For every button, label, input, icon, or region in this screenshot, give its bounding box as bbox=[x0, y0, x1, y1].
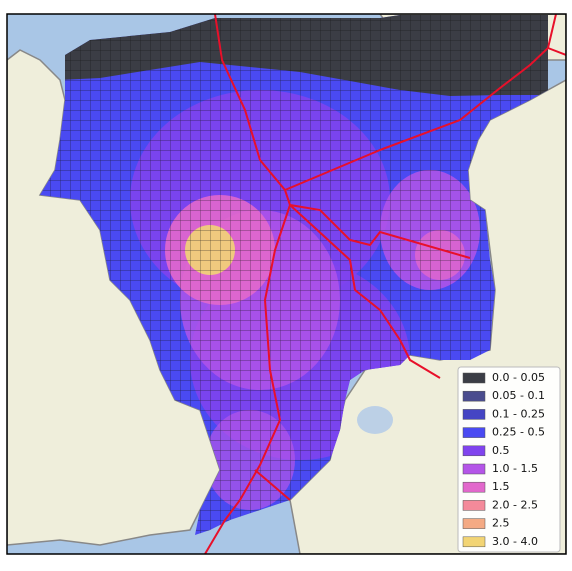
lake bbox=[357, 406, 393, 434]
legend-label: 0.5 bbox=[492, 444, 510, 457]
legend-label: 2.0 - 2.5 bbox=[492, 498, 538, 511]
frame bbox=[6, 13, 567, 555]
legend-swatch bbox=[462, 536, 486, 548]
legend-label: 1.5 bbox=[492, 480, 510, 493]
legend-swatch bbox=[462, 500, 486, 511]
legend-label: 0.1 - 0.25 bbox=[492, 407, 545, 420]
legend-swatch bbox=[462, 390, 486, 402]
legend-swatch bbox=[462, 518, 486, 529]
legend-label: 0.05 - 0.1 bbox=[492, 389, 545, 402]
legend-label: 1.0 - 1.5 bbox=[492, 462, 538, 475]
legend-swatch bbox=[462, 427, 486, 438]
legend-label: 0.0 - 0.05 bbox=[492, 371, 545, 384]
legend-label: 2.5 bbox=[492, 517, 510, 530]
legend-swatch bbox=[462, 372, 486, 384]
map-body bbox=[7, 14, 566, 554]
legend-swatch bbox=[462, 481, 486, 493]
boundaries bbox=[204, 14, 566, 554]
legend-label: 0.25 - 0.5 bbox=[492, 426, 545, 439]
legend-label: 3.0 - 4.0 bbox=[492, 535, 538, 548]
legend: 0.0 - 0.05 0.05 - 0.1 0.1 - 0.25 0.25 - 0.5… bbox=[457, 366, 561, 553]
legend-swatch bbox=[462, 463, 486, 475]
legend-swatch bbox=[462, 445, 486, 457]
legend-swatch bbox=[462, 409, 486, 420]
